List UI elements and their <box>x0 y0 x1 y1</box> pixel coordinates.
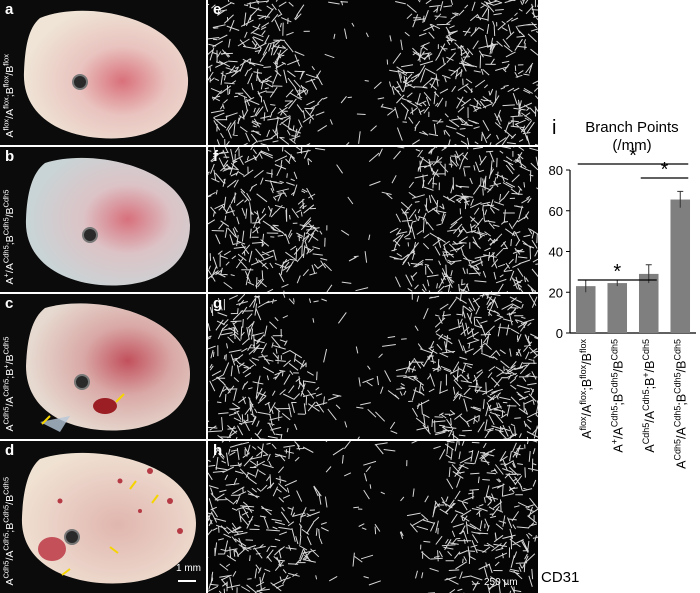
bar <box>607 283 628 333</box>
vessel-image-e <box>208 0 538 145</box>
vessel-image-h <box>208 441 538 593</box>
vessel-panel-e: e <box>208 0 538 145</box>
y-tick-label: 20 <box>549 285 563 300</box>
genotype-label-b: A+/ACdh5;BCdh5/BCdh5 <box>1 189 17 284</box>
panel-label-b: b <box>5 148 15 165</box>
y-tick-label: 0 <box>556 326 563 341</box>
panel-label-c: c <box>5 295 14 312</box>
bar <box>575 286 596 333</box>
vessel-panel-h: h 250 µm <box>208 441 538 593</box>
embryo-panel-c: c ACdh5/ACdh5;B+/BCdh5 <box>0 294 206 439</box>
vessel-panel-f: f <box>208 147 538 292</box>
significance-star: * <box>613 261 621 283</box>
vessel-network <box>208 147 538 292</box>
chart-title: Branch Points <box>585 119 678 136</box>
genotype-label-a: Aflox/Aflox;Bflox/Bflox <box>1 53 17 137</box>
embryo-image-a <box>23 10 189 139</box>
embryo-image-d <box>21 452 197 584</box>
embryo-panel-a: a Aflox/Aflox;Bflox/Bflox <box>0 0 206 145</box>
y-tick-label: 40 <box>549 245 563 260</box>
category-label: ACdh5/ACdh5;B+/BCdh5 <box>641 339 657 453</box>
genotype-label-d: ACdh5/ACdh5;BCdh5/BCdh5 <box>1 476 17 585</box>
category-label: A+/ACdh5;BCdh5/BCdh5 <box>609 339 625 453</box>
panel-label-d: d <box>5 442 15 459</box>
panel-label-f: f <box>213 148 218 165</box>
chart-unit: (/mm) <box>612 137 651 154</box>
embryo-panel-d: d ACdh5/ACdh5;BCdh5/BCdh5 1 mm <box>0 441 206 593</box>
significance-star: * <box>661 159 669 181</box>
embryo-scale-label: 1 mm <box>176 563 201 574</box>
panel-label-h: h <box>213 442 223 459</box>
vessel-network <box>208 441 538 593</box>
panel-label-g: g <box>213 295 223 312</box>
embryo-panel-b: b A+/ACdh5;BCdh5/BCdh5 <box>0 147 206 292</box>
genotype-label-c: ACdh5/ACdh5;B+/BCdh5 <box>1 336 17 431</box>
category-label: Aflox/Aflox;Bflox/Bflox <box>578 339 594 439</box>
stain-label: CD31 <box>541 569 580 586</box>
significance-star: * <box>629 145 637 167</box>
vessel-network <box>208 0 538 145</box>
panel-label-a: a <box>5 1 14 18</box>
embryo-image-b <box>25 157 190 286</box>
panel-label-e: e <box>213 1 222 18</box>
chart-panel-label: i <box>552 117 556 139</box>
y-tick-label: 80 <box>549 163 563 178</box>
category-label: ACdh5/ACdh5;BCdh5/BCdh5 <box>672 339 688 469</box>
y-tick-label: 60 <box>549 204 563 219</box>
bar <box>638 273 659 333</box>
branch-points-chart: i Branch Points (/mm) 0 20 40 60 80 Aflox/Afl… <box>549 117 696 469</box>
bar <box>670 199 691 333</box>
vessel-image-f <box>208 147 538 292</box>
vessel-scale-label: 250 µm <box>484 577 518 588</box>
vessel-image-g <box>208 294 538 439</box>
vessel-panel-g: g <box>208 294 538 439</box>
vessel-network <box>208 294 538 439</box>
embryo-image-c <box>26 303 190 432</box>
